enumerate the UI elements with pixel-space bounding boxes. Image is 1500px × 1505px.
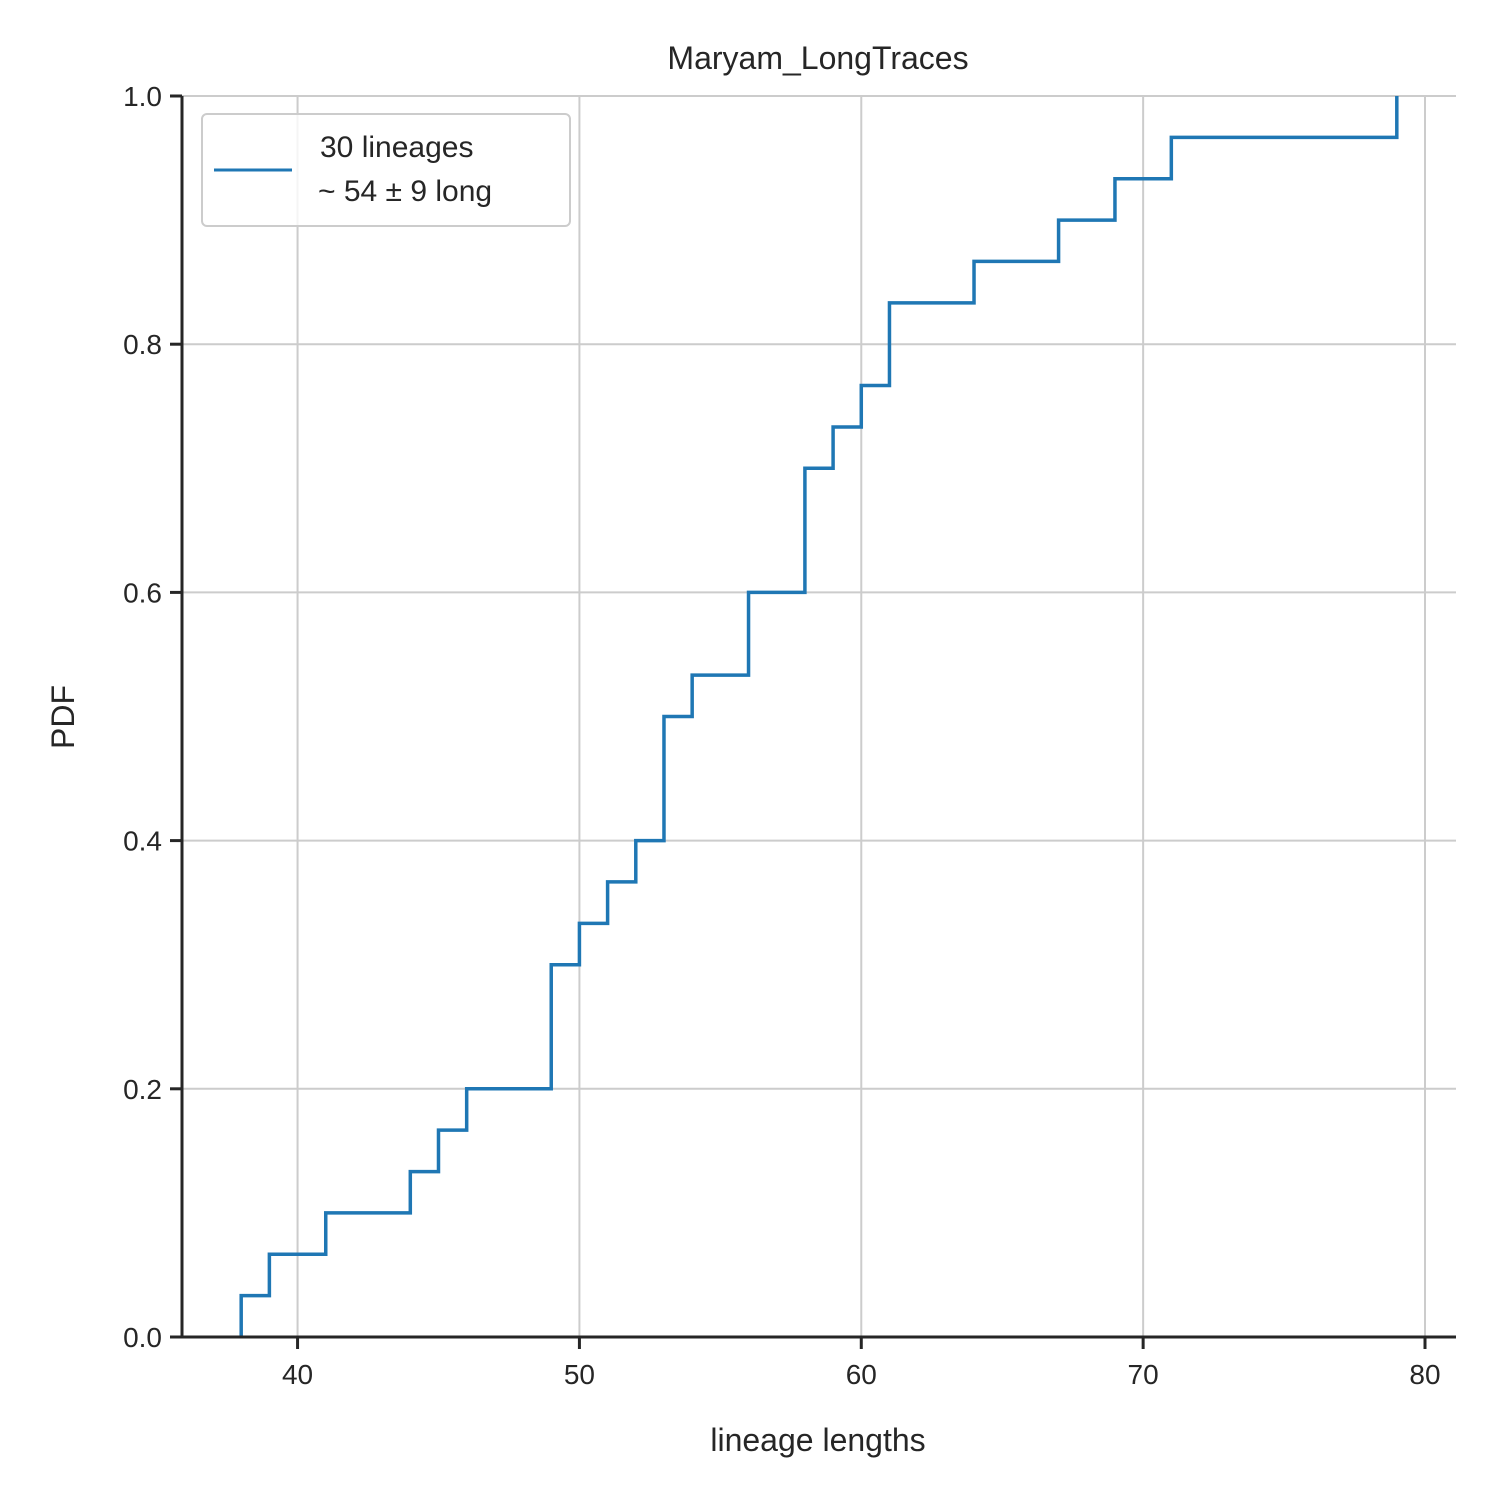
legend-label-line-1: 30 lineages	[320, 131, 473, 164]
x-tick-label: 60	[846, 1359, 877, 1390]
legend[interactable]: 30 lineages ~ 54 ± 9 long	[201, 113, 571, 227]
y-tick-label: 0.0	[123, 1322, 162, 1353]
legend-label-line-2: ~ 54 ± 9 long	[318, 175, 492, 208]
grid-lines	[182, 95, 1456, 1338]
y-tick-label: 0.2	[123, 1074, 162, 1105]
y-tick-label: 0.8	[123, 329, 162, 360]
y-tick-label: 0.6	[123, 577, 162, 608]
axes	[180, 96, 1456, 1339]
x-axis-label: lineage lengths	[710, 1422, 925, 1458]
series-step-line	[239, 96, 1399, 1337]
ticks: 40 50 60 70 80 0.0 0.2 0.4 0.6 0.8 1.0	[123, 81, 1441, 1390]
y-tick-label: 0.4	[123, 826, 162, 857]
x-tick-label: 70	[1128, 1359, 1159, 1390]
x-tick-label: 50	[564, 1359, 595, 1390]
x-tick-label: 40	[282, 1359, 313, 1390]
chart-title: Maryam_LongTraces	[667, 40, 968, 76]
series-layer	[239, 96, 1399, 1337]
y-tick-label: 1.0	[123, 81, 162, 112]
x-tick-label: 80	[1409, 1359, 1440, 1390]
y-axis-label: PDF	[45, 685, 81, 749]
legend-frame	[201, 113, 571, 227]
